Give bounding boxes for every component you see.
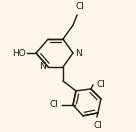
Text: Cl: Cl <box>49 100 58 109</box>
Text: N: N <box>39 62 46 72</box>
Text: HO: HO <box>12 49 26 58</box>
Text: N: N <box>75 49 82 58</box>
Text: Cl: Cl <box>75 2 84 11</box>
Text: Cl: Cl <box>97 80 106 89</box>
Text: Cl: Cl <box>93 121 102 130</box>
